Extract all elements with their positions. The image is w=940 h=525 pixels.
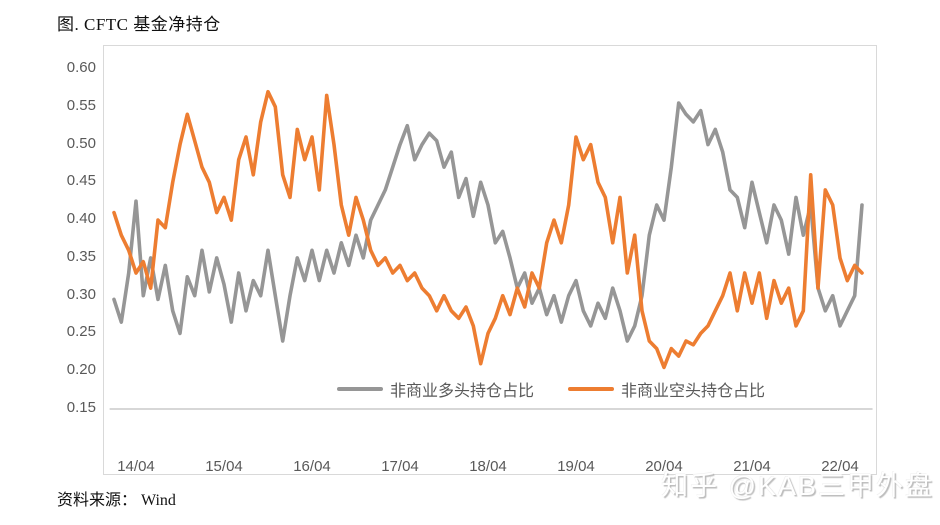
series-line-short	[112, 89, 864, 370]
chart-area: 14/04 15/04 16/04 17/04 18/04 19/04 20/04 21/04…	[103, 45, 877, 475]
y-tick-label: 0.60	[66, 59, 96, 76]
x-tick-label: 18/04	[469, 458, 507, 475]
x-tick-label: 14/04	[117, 458, 155, 475]
x-tick-label: 21/04	[733, 458, 771, 475]
y-tick-label: 0.15	[66, 399, 96, 416]
legend-item-long: 非商业多头持仓占比	[337, 377, 534, 401]
x-tick-label: 15/04	[205, 458, 243, 475]
x-tick-label: 16/04	[293, 458, 331, 475]
y-tick-label: 0.25	[66, 323, 96, 341]
y-tick-label: 0.30	[66, 285, 96, 303]
y-tick-label: 0.50	[66, 134, 96, 152]
y-tick-label: 0.55	[66, 96, 96, 114]
series-line-long	[112, 101, 864, 343]
x-tick-label: 17/04	[381, 458, 419, 475]
chart-title: 图. CFTC 基金净持仓	[57, 15, 221, 34]
legend-label-short: 非商业空头持仓占比	[621, 383, 766, 400]
x-tick-label: 20/04	[645, 458, 683, 475]
y-tick-label: 0.20	[66, 361, 96, 379]
legend-swatch-long-line-icon	[337, 387, 383, 391]
y-tick-label: 0.45	[66, 172, 96, 190]
x-tick-label: 19/04	[557, 458, 595, 475]
x-tick-label: 22/04	[821, 458, 859, 475]
chart-legend: 非商业多头持仓占比 非商业空头持仓占比	[337, 377, 765, 401]
y-tick-label: 0.40	[66, 210, 96, 228]
legend-item-short: 非商业空头持仓占比	[568, 377, 765, 401]
source-note: 资料来源： Wind	[57, 492, 176, 509]
y-tick-label: 0.35	[66, 247, 96, 265]
legend-label-long: 非商业多头持仓占比	[390, 383, 535, 400]
legend-swatch-short-line-icon	[568, 387, 615, 391]
chart-plot	[109, 89, 873, 410]
